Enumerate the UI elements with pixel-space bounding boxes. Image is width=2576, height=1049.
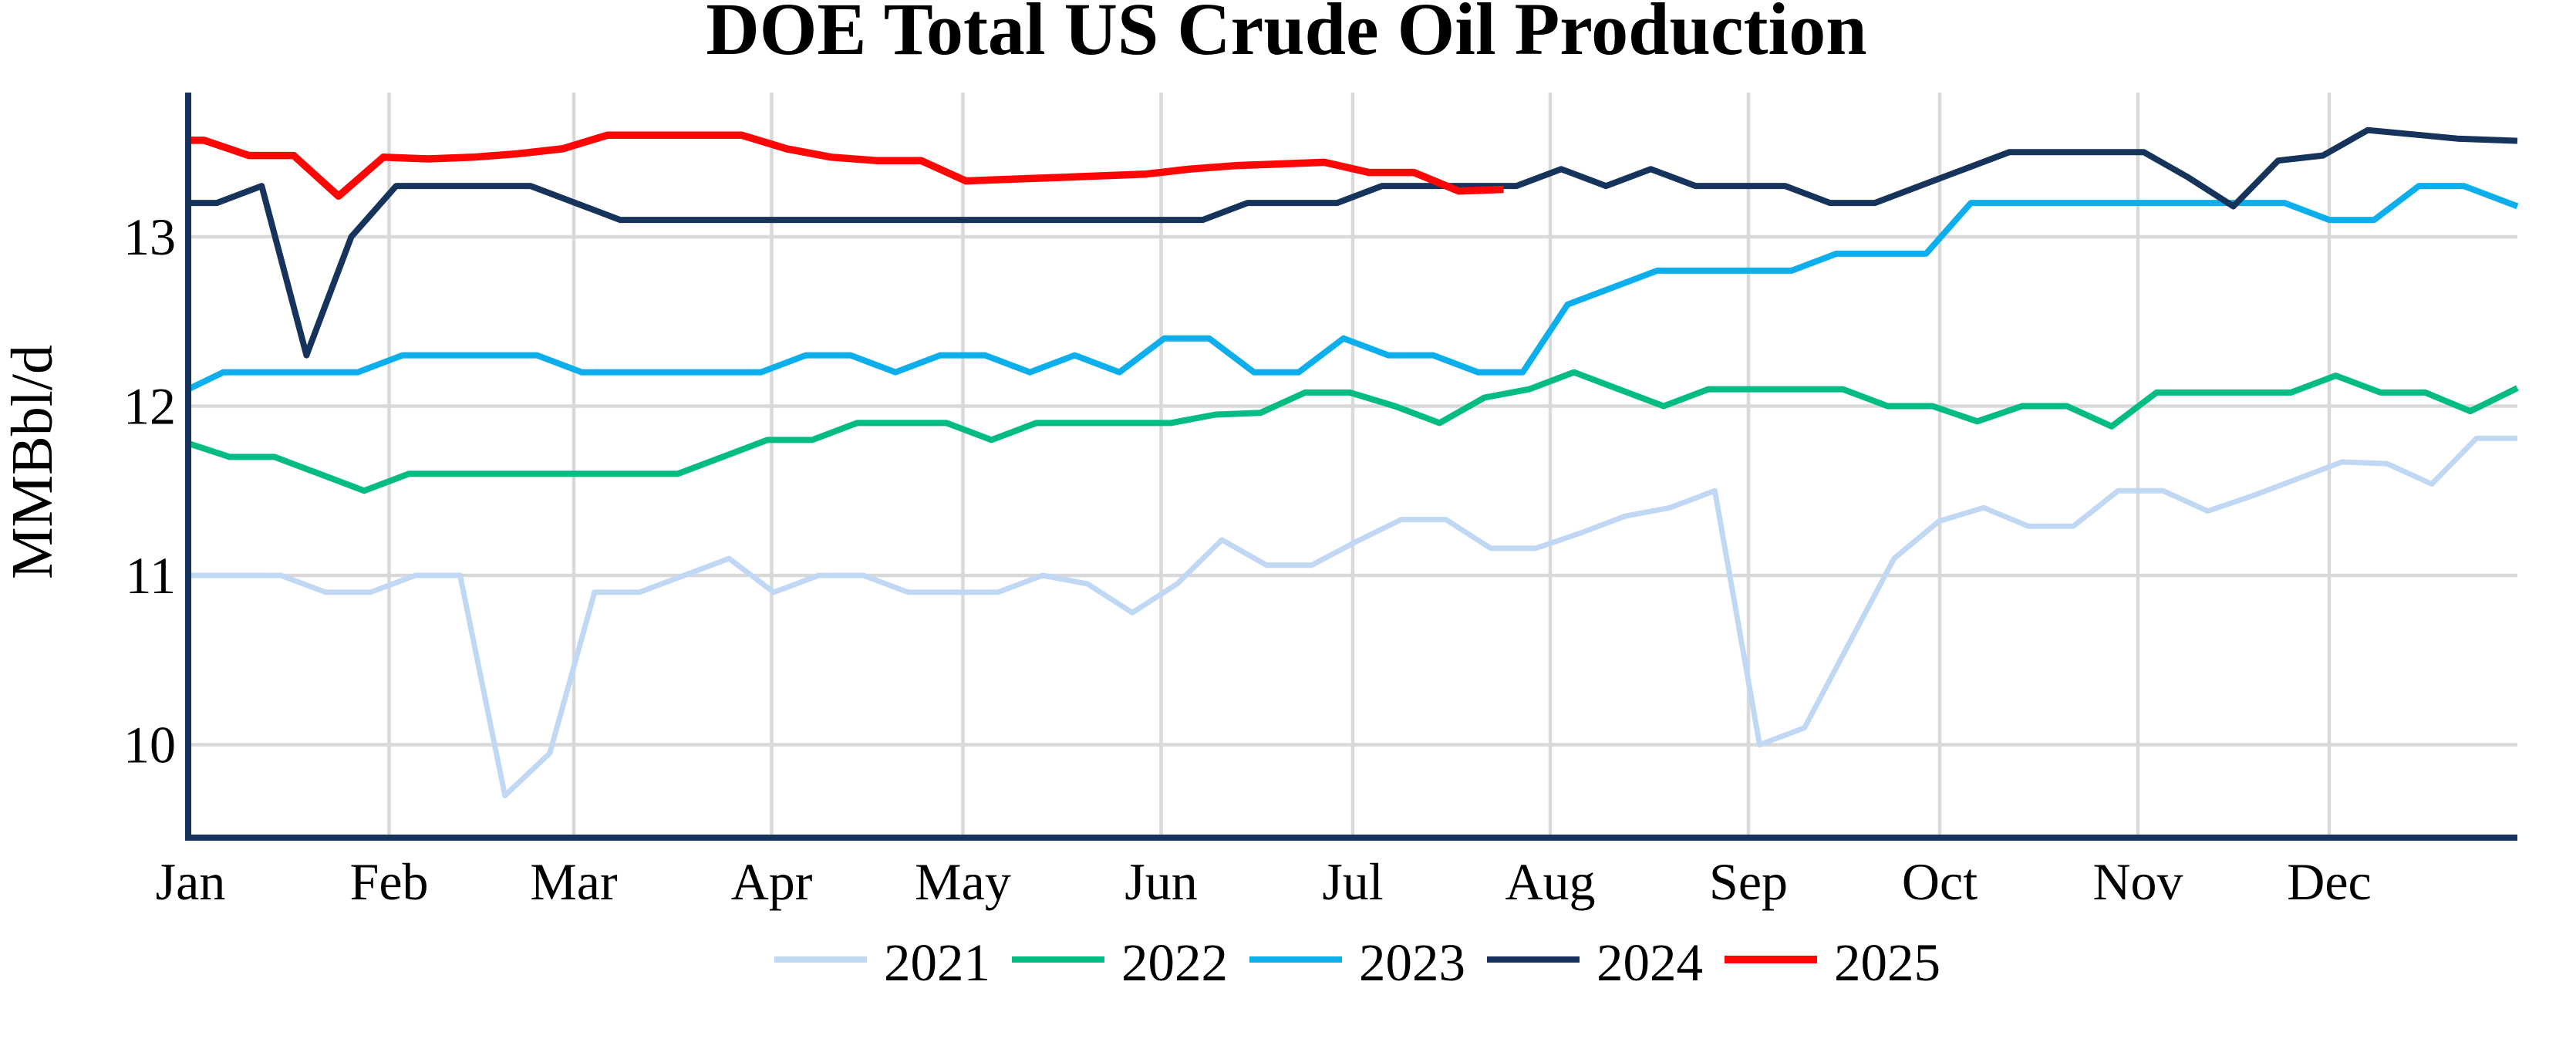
svg-text:Dec: Dec [2287, 852, 2371, 911]
svg-text:2021: 2021 [884, 933, 990, 992]
svg-text:Oct: Oct [1902, 852, 1978, 911]
svg-text:10: 10 [123, 716, 176, 774]
svg-text:Jun: Jun [1124, 852, 1197, 911]
svg-text:Feb: Feb [350, 852, 429, 911]
svg-text:Sep: Sep [1709, 852, 1788, 911]
svg-text:MMBbl/d: MMBbl/d [0, 345, 65, 579]
svg-text:11: 11 [126, 546, 176, 605]
svg-text:Apr: Apr [731, 852, 813, 911]
svg-text:2025: 2025 [1834, 933, 1940, 992]
svg-text:2023: 2023 [1359, 933, 1465, 992]
svg-text:Jul: Jul [1322, 852, 1383, 911]
svg-text:May: May [915, 852, 1011, 911]
svg-text:Nov: Nov [2092, 852, 2183, 911]
svg-text:Mar: Mar [530, 852, 618, 911]
svg-text:12: 12 [123, 377, 176, 436]
svg-text:2024: 2024 [1597, 933, 1703, 992]
svg-text:13: 13 [123, 207, 176, 266]
svg-text:DOE Total US Crude Oil Product: DOE Total US Crude Oil Production [706, 0, 1866, 70]
svg-text:Jan: Jan [156, 852, 226, 911]
svg-text:2022: 2022 [1121, 933, 1228, 992]
svg-text:Aug: Aug [1505, 852, 1595, 911]
